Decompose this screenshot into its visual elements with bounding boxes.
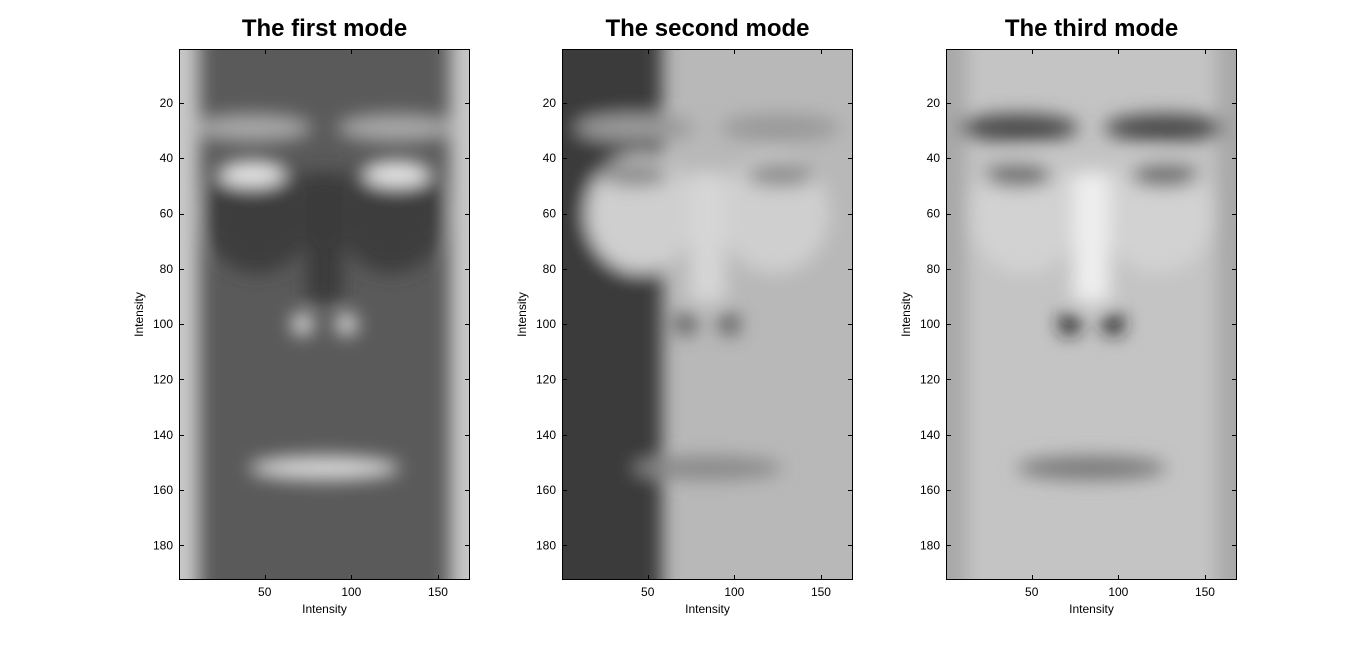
- y-tick-label: 180: [920, 538, 940, 552]
- y-tick-label: 40: [543, 151, 557, 165]
- heatmap-features: [946, 49, 1237, 580]
- nose-bridge: [689, 172, 726, 303]
- y-tick-label: 20: [160, 96, 174, 110]
- left-brow: [958, 113, 1079, 142]
- y-tick-label: 140: [153, 428, 173, 442]
- nose-bridge: [1073, 172, 1110, 303]
- mouth: [1016, 455, 1167, 480]
- x-tick-label: 50: [1025, 585, 1039, 599]
- x-axis-label: Intensity: [1069, 602, 1114, 616]
- x-axis-label: Intensity: [302, 602, 347, 616]
- right-nostril: [718, 313, 741, 336]
- x-tick-label: 150: [811, 585, 831, 599]
- left-nostril: [674, 313, 697, 336]
- y-tick-label: 160: [536, 483, 556, 497]
- nose-bridge: [306, 172, 343, 303]
- axes-frame: [562, 49, 853, 580]
- y-tick-label: 120: [536, 372, 556, 386]
- subplot-1: 50 100 150 20 40 60 80 100 120 140 160 180 The first…: [132, 15, 470, 616]
- x-tick-label: 50: [258, 585, 272, 599]
- y-tick-label: 40: [927, 151, 941, 165]
- y-axis-label: Intensity: [132, 292, 146, 337]
- chart-title: The second mode: [605, 15, 809, 42]
- x-tick-label: 100: [724, 585, 744, 599]
- axes-frame: [946, 49, 1237, 580]
- right-brow: [337, 113, 458, 142]
- right-edge: [450, 49, 470, 580]
- heatmap-features: [562, 49, 841, 580]
- y-tick-label: 120: [153, 372, 173, 386]
- heatmap-features: [179, 49, 470, 580]
- y-tick-label: 80: [160, 262, 174, 276]
- left-nostril: [1058, 313, 1081, 336]
- y-tick-label: 60: [927, 207, 941, 221]
- right-edge: [1217, 49, 1237, 580]
- y-tick-label: 100: [153, 317, 173, 331]
- x-tick-label: 50: [641, 585, 655, 599]
- right-eye: [1130, 162, 1199, 187]
- chart-title: The first mode: [242, 15, 407, 42]
- y-tick-label: 140: [536, 428, 556, 442]
- y-tick-label: 160: [153, 483, 173, 497]
- axes-frame: [179, 49, 470, 580]
- y-tick-label: 60: [160, 207, 174, 221]
- right-brow: [720, 113, 841, 142]
- y-tick-label: 80: [543, 262, 557, 276]
- right-eye: [746, 162, 815, 187]
- y-tick-label: 20: [927, 96, 941, 110]
- right-nostril: [1102, 313, 1125, 336]
- left-brow: [574, 113, 695, 142]
- y-tick-label: 20: [543, 96, 557, 110]
- heatmap-image-face-eigenmode-2: [562, 49, 853, 580]
- y-tick-label: 80: [927, 262, 941, 276]
- x-tick-label: 150: [1195, 585, 1215, 599]
- heatmap-image-face-eigenmode-1: [179, 49, 470, 580]
- x-tick-label: 100: [1108, 585, 1128, 599]
- right-nostril: [335, 313, 358, 336]
- mouth: [632, 455, 783, 480]
- right-brow: [1104, 113, 1225, 142]
- right-eye: [363, 162, 432, 187]
- subplot-3: 50 100 150 20 40 60 80 100 120 140 160 180 The third…: [899, 15, 1237, 616]
- subplot-2: 50 100 150 20 40 60 80 100 120 140 160 180 The secon…: [515, 15, 853, 616]
- y-tick-label: 180: [536, 538, 556, 552]
- mouth: [249, 455, 400, 480]
- left-edge: [946, 49, 966, 580]
- left-eye: [217, 162, 286, 187]
- y-tick-label: 180: [153, 538, 173, 552]
- y-tick-label: 60: [543, 207, 557, 221]
- x-axis-label: Intensity: [685, 602, 730, 616]
- y-tick-label: 160: [920, 483, 940, 497]
- left-brow: [191, 113, 312, 142]
- chart-title: The third mode: [1005, 15, 1178, 42]
- left-eye: [600, 162, 669, 187]
- y-tick-label: 100: [536, 317, 556, 331]
- y-axis-label: Intensity: [515, 292, 529, 337]
- y-tick-label: 120: [920, 372, 940, 386]
- x-tick-label: 150: [428, 585, 448, 599]
- y-tick-label: 40: [160, 151, 174, 165]
- y-tick-label: 100: [920, 317, 940, 331]
- left-eye: [984, 162, 1053, 187]
- heatmap-image-face-eigenmode-3: [946, 49, 1237, 580]
- y-tick-label: 140: [920, 428, 940, 442]
- y-axis-label: Intensity: [899, 292, 913, 337]
- left-edge: [179, 49, 199, 580]
- x-tick-label: 100: [341, 585, 361, 599]
- left-nostril: [291, 313, 314, 336]
